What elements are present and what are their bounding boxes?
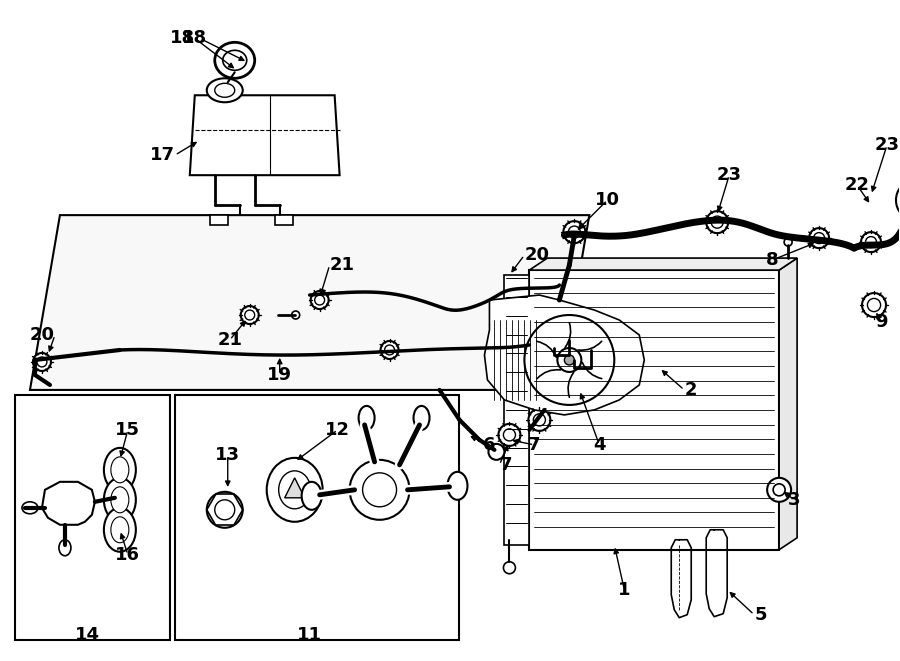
Circle shape <box>528 409 551 431</box>
Text: 10: 10 <box>595 191 620 209</box>
Circle shape <box>363 473 397 507</box>
Circle shape <box>310 291 328 309</box>
Polygon shape <box>484 295 644 415</box>
Ellipse shape <box>104 478 136 522</box>
Circle shape <box>809 228 829 248</box>
Circle shape <box>315 295 325 305</box>
Circle shape <box>868 298 880 311</box>
Polygon shape <box>30 215 590 390</box>
Ellipse shape <box>413 406 429 430</box>
Ellipse shape <box>222 50 247 70</box>
Circle shape <box>37 357 47 367</box>
Ellipse shape <box>447 472 467 500</box>
Ellipse shape <box>266 458 322 522</box>
Circle shape <box>499 424 520 446</box>
Circle shape <box>773 484 785 496</box>
Ellipse shape <box>111 486 129 513</box>
Bar <box>175 395 460 640</box>
Ellipse shape <box>215 83 235 97</box>
Circle shape <box>814 233 824 244</box>
Polygon shape <box>529 258 797 270</box>
Ellipse shape <box>58 540 71 556</box>
Bar <box>274 215 292 225</box>
Bar <box>210 215 228 225</box>
Polygon shape <box>190 95 339 175</box>
Ellipse shape <box>104 508 136 552</box>
Ellipse shape <box>358 406 374 430</box>
Ellipse shape <box>111 457 129 483</box>
Text: 23: 23 <box>716 166 742 184</box>
Ellipse shape <box>279 471 310 509</box>
Text: 14: 14 <box>76 626 101 644</box>
Text: 4: 4 <box>593 436 606 454</box>
Text: 7: 7 <box>528 436 541 454</box>
Ellipse shape <box>302 482 321 510</box>
Circle shape <box>563 221 585 243</box>
Ellipse shape <box>111 517 129 543</box>
Text: 1: 1 <box>618 581 631 599</box>
Circle shape <box>384 345 394 355</box>
Text: 18: 18 <box>182 29 207 48</box>
Circle shape <box>784 238 792 246</box>
Text: 9: 9 <box>875 313 887 331</box>
Circle shape <box>381 341 399 359</box>
Ellipse shape <box>22 502 38 514</box>
Bar <box>504 275 529 545</box>
Circle shape <box>33 353 51 371</box>
Text: 21: 21 <box>329 256 355 274</box>
Circle shape <box>245 310 255 320</box>
Text: 15: 15 <box>115 421 140 439</box>
Circle shape <box>557 348 581 372</box>
Ellipse shape <box>104 448 136 492</box>
Text: 17: 17 <box>149 146 175 164</box>
Circle shape <box>240 306 258 324</box>
Text: 12: 12 <box>325 421 350 439</box>
Circle shape <box>862 293 886 317</box>
Text: 2: 2 <box>684 381 697 399</box>
Text: 22: 22 <box>844 176 869 194</box>
Circle shape <box>534 414 545 426</box>
Ellipse shape <box>215 42 255 78</box>
Polygon shape <box>779 258 797 550</box>
Bar <box>15 395 170 640</box>
Text: 6: 6 <box>483 436 496 454</box>
Circle shape <box>489 444 504 460</box>
Text: 16: 16 <box>115 546 140 564</box>
Text: 19: 19 <box>267 366 293 384</box>
Circle shape <box>349 460 410 520</box>
Circle shape <box>866 237 877 248</box>
Text: 11: 11 <box>297 626 322 644</box>
Text: 5: 5 <box>754 605 767 624</box>
Circle shape <box>525 315 615 405</box>
Polygon shape <box>42 482 94 525</box>
Ellipse shape <box>207 78 243 102</box>
Circle shape <box>568 226 580 238</box>
Text: 20: 20 <box>30 326 55 344</box>
Ellipse shape <box>207 492 243 527</box>
Bar <box>529 270 779 550</box>
Text: 8: 8 <box>766 251 778 269</box>
Text: 21: 21 <box>217 331 242 349</box>
Ellipse shape <box>215 500 235 520</box>
Text: 23: 23 <box>875 136 899 154</box>
Circle shape <box>767 478 791 502</box>
Circle shape <box>711 216 724 228</box>
Text: 3: 3 <box>788 491 800 509</box>
Ellipse shape <box>110 492 126 504</box>
Text: 13: 13 <box>215 446 240 464</box>
Circle shape <box>706 211 728 233</box>
Text: 18: 18 <box>170 29 195 48</box>
Polygon shape <box>284 478 305 498</box>
Circle shape <box>503 562 516 574</box>
Circle shape <box>564 355 574 365</box>
Circle shape <box>861 232 881 252</box>
Text: 7: 7 <box>500 456 512 474</box>
Ellipse shape <box>896 182 900 218</box>
Text: 20: 20 <box>525 246 549 264</box>
Circle shape <box>503 429 516 441</box>
Circle shape <box>292 311 300 319</box>
